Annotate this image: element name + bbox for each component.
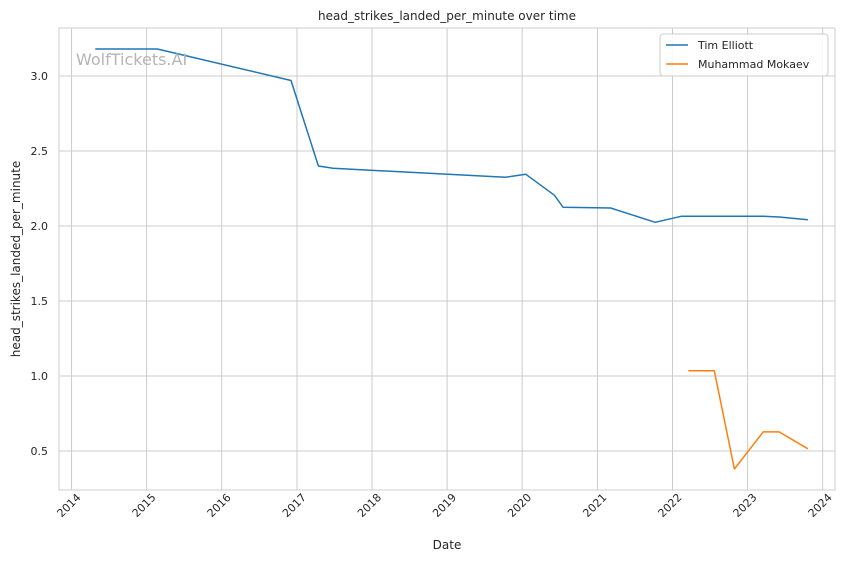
x-tick-label: 2023	[731, 491, 760, 520]
x-tick-label: 2014	[55, 491, 84, 520]
y-tick-label: 0.5	[31, 445, 49, 458]
x-tick-label: 2017	[280, 491, 309, 520]
y-tick-labels: 0.5 1.0 1.5 2.0 2.5 3.0	[31, 70, 49, 458]
x-tick-label: 2016	[205, 491, 234, 520]
x-tick-label: 2019	[430, 491, 459, 520]
y-tick-label: 2.0	[31, 220, 49, 233]
y-tick-label: 3.0	[31, 70, 49, 83]
x-tick-label: 2020	[505, 491, 534, 520]
series-line-1	[688, 370, 809, 470]
x-tick-label: 2024	[806, 491, 835, 520]
chart-title: head_strikes_landed_per_minute over time	[318, 9, 576, 23]
x-tick-labels: 2014 2015 2016 2017 2018 2019 2020 2021 2022 2023…	[55, 491, 835, 520]
legend: Tim Elliott Muhammad Mokaev	[659, 33, 829, 77]
x-tick-label: 2021	[580, 491, 609, 520]
y-tick-label: 2.5	[31, 145, 49, 158]
x-tick-label: 2015	[130, 491, 159, 520]
x-tick-label: 2018	[355, 491, 384, 520]
plot-frame	[58, 27, 836, 491]
x-axis-label: Date	[433, 538, 462, 552]
legend-entry: Tim Elliott	[697, 39, 754, 52]
y-axis-label: head_strikes_landed_per_minute	[9, 161, 23, 358]
watermark: WolfTickets.AI	[76, 50, 187, 69]
y-tick-label: 1.0	[31, 370, 49, 383]
x-tick-label: 2022	[656, 491, 685, 520]
series-lines	[95, 48, 809, 470]
legend-entry: Muhammad Mokaev	[698, 58, 810, 71]
grid	[59, 28, 835, 490]
legend-box	[659, 33, 829, 77]
series-line-0	[95, 48, 808, 224]
y-tick-label: 1.5	[31, 295, 49, 308]
